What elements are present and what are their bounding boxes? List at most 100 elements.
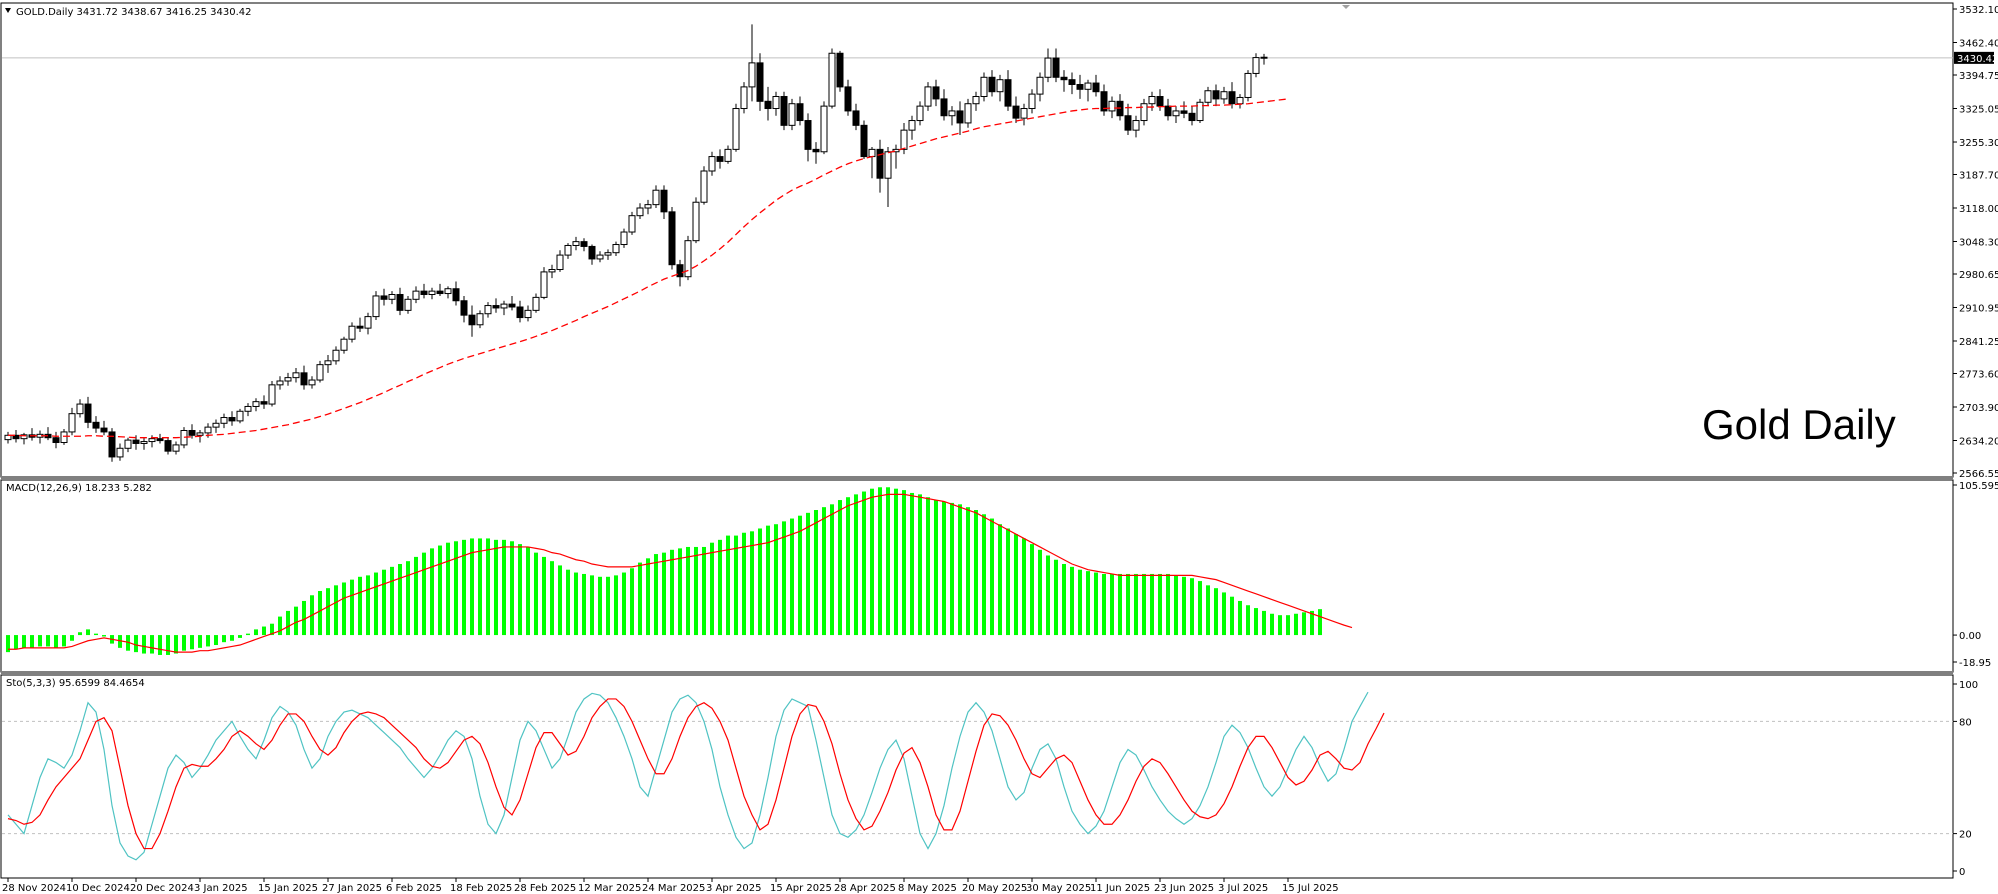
candle-bear [676, 264, 684, 278]
candle-bull [500, 303, 508, 309]
macd-histogram-bar [862, 491, 866, 636]
macd-histogram-bar [1262, 610, 1266, 636]
candle-bear [764, 100, 772, 110]
macd-histogram-bar [542, 556, 546, 636]
macd-histogram-bar [54, 635, 58, 648]
time-axis-label: 15 Apr 2025 [770, 883, 832, 894]
macd-histogram-bar [886, 487, 890, 636]
candle-bull [340, 338, 348, 351]
current-price-tag [1954, 51, 1994, 64]
candle-bear [156, 438, 164, 442]
time-axis-label: 28 Feb 2025 [514, 883, 576, 894]
candle-bull [348, 325, 356, 340]
macd-panel [6, 487, 1353, 655]
candle-bear [1188, 112, 1196, 122]
candle-bull [1148, 96, 1156, 105]
candle-bull [972, 96, 980, 105]
macd-histogram-bar [782, 521, 786, 636]
time-axis-label: 20 Dec 2024 [130, 883, 194, 894]
macd-histogram-bar [422, 552, 426, 636]
macd-histogram-bar [358, 576, 362, 636]
macd-histogram-bar [366, 575, 370, 636]
macd-histogram-bar [46, 635, 50, 647]
macd-histogram-bar [1310, 610, 1314, 636]
macd-histogram-bar [1158, 573, 1162, 636]
candle-bear [132, 439, 140, 444]
macd-histogram-bar [62, 635, 66, 647]
macd-histogram-bar [1038, 549, 1042, 636]
chart-shift-marker-icon[interactable] [1342, 5, 1350, 9]
candle-bull [76, 403, 84, 415]
macd-histogram-bar [270, 623, 274, 636]
candle-bull [276, 380, 284, 386]
candle-bull [572, 241, 580, 246]
macd-histogram-bar [390, 566, 394, 636]
candle-bear [940, 98, 948, 117]
price-axis-label: 2566.55 [1959, 469, 1998, 480]
candle-bull [1196, 101, 1204, 122]
candle-bull [372, 295, 380, 318]
macd-histogram-bar [1150, 573, 1154, 636]
macd-histogram-bar [438, 545, 442, 636]
time-axis-label: 15 Jul 2025 [1282, 883, 1339, 894]
macd-histogram-bar [574, 572, 578, 636]
time-axis-label: 10 Dec 2024 [66, 883, 130, 894]
candle-bull [1236, 96, 1244, 105]
price-axis-label: 2910.95 [1959, 303, 1998, 314]
macd-axis-label: 105.595 [1959, 481, 1998, 492]
macd-histogram-bar [734, 535, 738, 636]
candle-bull [620, 231, 628, 246]
candle-bear [508, 303, 516, 308]
candle-bull [1132, 120, 1140, 131]
candle-bull [596, 254, 604, 260]
candle-bull [1244, 72, 1252, 98]
macd-histogram-bar [750, 531, 754, 636]
candle-bull [900, 129, 908, 150]
macd-histogram-bar [230, 635, 234, 641]
macd-histogram-bar [254, 629, 258, 636]
macd-histogram-bar [710, 542, 714, 636]
candle-bull [828, 52, 836, 107]
candle-bull [124, 439, 132, 449]
candle-bull [820, 105, 828, 153]
candle-bear [780, 96, 788, 126]
candle-bull [924, 86, 932, 107]
candle-bull [476, 313, 484, 326]
macd-histogram-bar [1286, 615, 1290, 636]
macd-histogram-bar [326, 588, 330, 636]
current-price-tag-text: 3430.42 [1957, 54, 1998, 65]
candle-bear [756, 62, 764, 102]
macd-histogram-bar [606, 576, 610, 636]
candle-bear [300, 372, 308, 386]
candle-bear [1180, 110, 1188, 114]
window-menu-triangle-icon[interactable] [5, 8, 11, 13]
candle-bull [332, 349, 340, 362]
macd-histogram-bar [662, 552, 666, 636]
candle-bear [420, 290, 428, 295]
candle-bull [1044, 57, 1052, 78]
macd-histogram-bar [302, 600, 306, 636]
candle-bear [1164, 105, 1172, 117]
price-axis-label: 3118.00 [1959, 204, 1998, 215]
candle-bear [12, 434, 20, 440]
candle-bull [708, 156, 716, 172]
macd-histogram-bar [1030, 544, 1034, 636]
macd-histogram-bar [814, 510, 818, 636]
macd-histogram-bar [158, 635, 162, 655]
macd-histogram-bar [846, 497, 850, 636]
candle-bear [356, 325, 364, 329]
candle-bear [860, 124, 868, 158]
macd-histogram-bar [1206, 585, 1210, 636]
macd-histogram-bar [214, 635, 218, 646]
candle-bull [644, 204, 652, 209]
macd-histogram-bar [1166, 573, 1170, 636]
candle-bull [724, 148, 732, 162]
macd-histogram-bar [1102, 573, 1106, 636]
macd-histogram-bar [646, 558, 650, 636]
candle-bear [452, 288, 460, 302]
macd-histogram-bar [1318, 609, 1322, 636]
candle-bear [84, 403, 92, 423]
candle-bull [884, 151, 892, 179]
